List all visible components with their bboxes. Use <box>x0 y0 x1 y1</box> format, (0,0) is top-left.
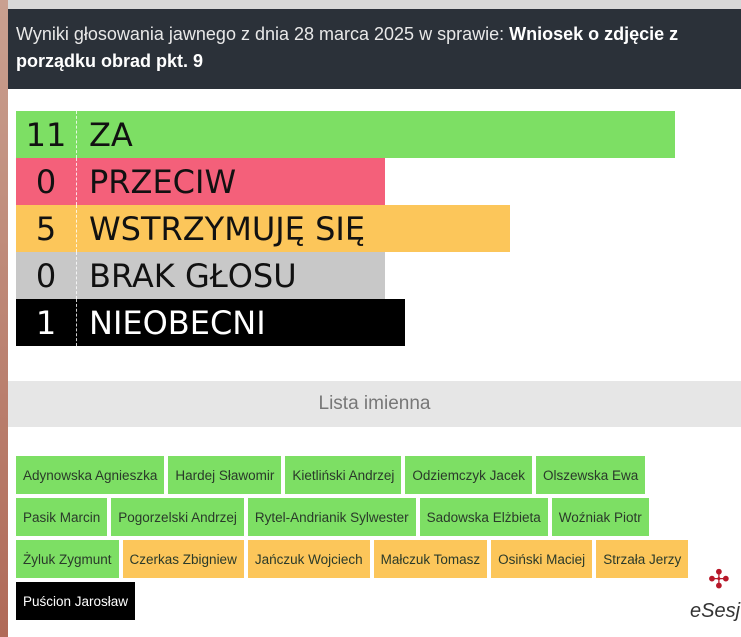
named-list-header[interactable]: Lista imienna <box>8 381 741 427</box>
name-chip: Sadowska Elżbieta <box>419 498 548 536</box>
result-label: NIEOBECNI <box>89 303 266 342</box>
name-chip: Puścion Jarosław <box>16 582 136 620</box>
named-list: Adynowska Agnieszka Hardej Sławomir Kietli… <box>16 456 726 620</box>
name-chip: Odziemczyk Jacek <box>405 456 532 494</box>
result-count: 1 <box>16 299 77 346</box>
logo-mark-icon: ✣ <box>708 565 730 595</box>
result-count: 0 <box>16 158 77 205</box>
result-count: 5 <box>16 205 77 252</box>
result-bar-3: 0 BRAK GŁOSU <box>16 252 385 299</box>
result-bar-0: 11 ZA <box>16 111 675 158</box>
result-label: BRAK GŁOSU <box>89 256 297 295</box>
name-chip: Pogorzelski Andrzej <box>111 498 244 536</box>
name-chip: Rytel-Andrianik Sylwester <box>247 498 416 536</box>
name-chip: Olszewska Ewa <box>535 456 646 494</box>
result-label: ZA <box>89 115 133 154</box>
result-bar-2: 5 WSTRZYMUJĘ SIĘ <box>16 205 510 252</box>
result-count: 0 <box>16 252 77 299</box>
esesja-logo: ✣ eSesj <box>690 565 741 625</box>
result-label: PRZECIW <box>89 162 237 201</box>
named-list-title: Lista imienna <box>318 393 431 414</box>
vote-title-prefix: Wyniki głosowania jawnego z dnia 28 marc… <box>16 24 510 44</box>
name-chip: Pasik Marcin <box>16 498 108 536</box>
result-bar-1: 0 PRZECIW <box>16 158 385 205</box>
name-chip: Hardej Sławomir <box>168 456 282 494</box>
result-label: WSTRZYMUJĘ SIĘ <box>89 209 366 248</box>
name-chip: Osiński Maciej <box>491 540 593 578</box>
vote-title-header: Wyniki głosowania jawnego z dnia 28 marc… <box>8 9 741 89</box>
name-chip: Woźniak Piotr <box>551 498 649 536</box>
name-chip: Adynowska Agnieszka <box>16 456 165 494</box>
name-chip: Małczuk Tomasz <box>373 540 488 578</box>
name-chip: Czerkas Zbigniew <box>122 540 244 578</box>
left-edge <box>0 0 8 637</box>
name-chip: Kietliński Andrzej <box>285 456 402 494</box>
result-bar-4: 1 NIEOBECNI <box>16 299 405 346</box>
result-count: 11 <box>16 111 77 158</box>
results-bars: 11 ZA 0 PRZECIW 5 WSTRZYMUJĘ SIĘ 0 BRAK GŁOSU 1 N… <box>16 111 675 346</box>
name-chip: Jańczuk Wojciech <box>247 540 370 578</box>
logo-text: eSesj <box>690 600 741 622</box>
top-strip <box>0 0 741 9</box>
name-chip: Żyluk Zygmunt <box>16 540 119 578</box>
vote-subject: Wniosek o zdjęcie z porządku obrad pkt. … <box>16 24 679 71</box>
name-chip: Strzała Jerzy <box>596 540 689 578</box>
